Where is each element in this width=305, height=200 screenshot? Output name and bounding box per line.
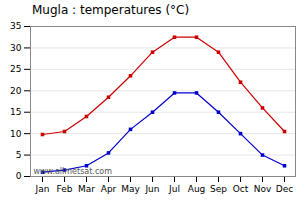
svg-text:30: 30 [10, 43, 22, 53]
svg-text:Mar: Mar [78, 184, 95, 194]
html-text:Mugla : temperatures (°C): Mugla : temperatures (°C) [32, 3, 190, 17]
svg-text:5: 5 [16, 150, 22, 160]
svg-text:10: 10 [10, 129, 22, 139]
svg-text:0: 0 [16, 171, 22, 181]
svg-text:Jan: Jan [35, 184, 50, 194]
svg-text:25: 25 [10, 64, 21, 74]
svg-text:15: 15 [10, 107, 21, 117]
svg-text:Jun: Jun [144, 184, 159, 194]
svg-text:Nov: Nov [254, 184, 272, 194]
svg-text:20: 20 [10, 86, 22, 96]
svg-text:Oct: Oct [233, 184, 249, 194]
svg-text:35: 35 [10, 21, 21, 31]
svg-text:Dec: Dec [276, 184, 293, 194]
svg-text:Sep: Sep [210, 184, 227, 194]
svg-text:Aug: Aug [188, 184, 206, 194]
svg-text:Jul: Jul [168, 184, 180, 194]
svg-text:May: May [121, 184, 140, 194]
svg-text:Apr: Apr [101, 184, 117, 194]
svg-text:www.allmetsat.com: www.allmetsat.com [34, 167, 113, 176]
svg-text:Feb: Feb [57, 184, 73, 194]
